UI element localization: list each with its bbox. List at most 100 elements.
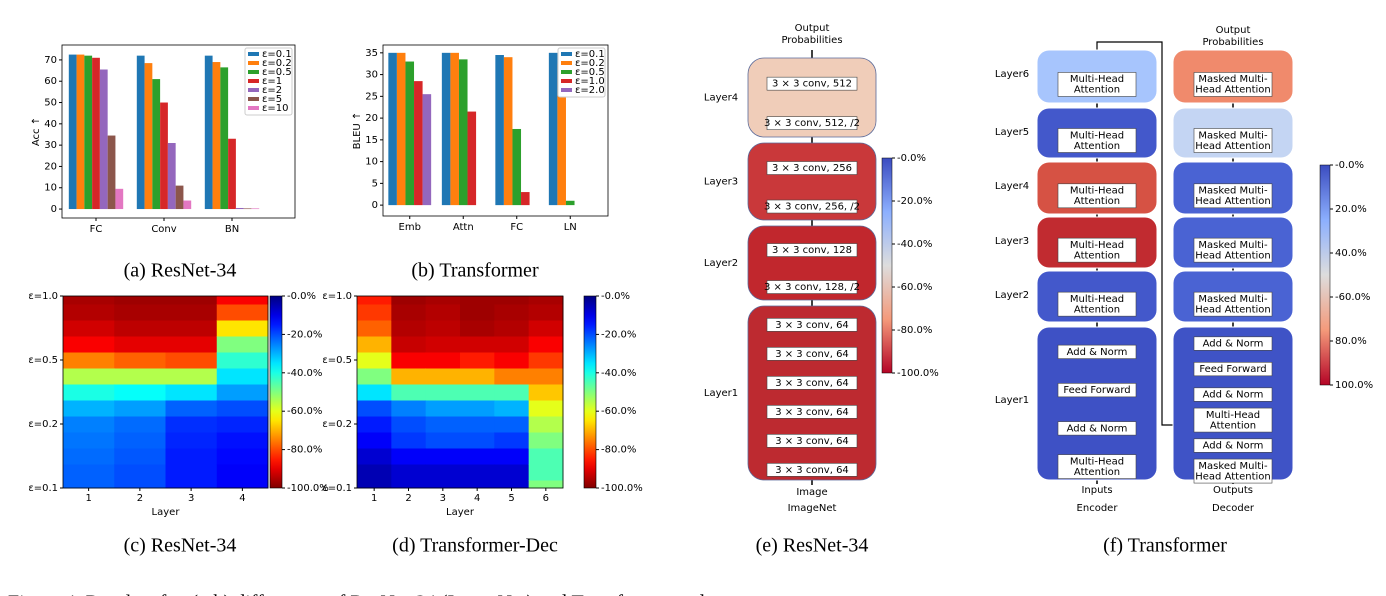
bar <box>220 67 229 210</box>
legend-label: ε=0.2 <box>575 58 605 69</box>
block <box>766 347 858 361</box>
heat-cell <box>460 304 495 321</box>
bar <box>521 192 530 206</box>
legend-label: ε=2.0 <box>575 85 605 96</box>
heat-cell <box>425 480 461 489</box>
heat-cell <box>528 416 564 433</box>
subfigure-caption: (e) ResNet-34 <box>756 535 869 557</box>
heat-cell <box>357 432 392 449</box>
bar <box>503 57 513 206</box>
colorbar <box>881 157 893 374</box>
bar <box>422 94 432 206</box>
heat-cell <box>528 320 564 337</box>
axes-frame <box>62 295 269 489</box>
block-label: Multi-Head <box>1070 456 1124 467</box>
heat-cell <box>357 336 392 353</box>
block-label: Add & Norm <box>1203 441 1264 452</box>
colorbar-label: -20.0% <box>897 196 932 207</box>
heat-cell <box>425 296 461 305</box>
y-tick-label: ε=0.1 <box>322 483 352 494</box>
block-label: 3 × 3 conv, 128, /2 <box>764 282 860 293</box>
bar <box>450 52 459 206</box>
block-label: 3 × 3 conv, 64 <box>775 465 849 476</box>
colorbar-label: -0.0% <box>601 291 630 302</box>
y-tick-label: ε=1.0 <box>28 291 58 302</box>
y-tick-label: 50 <box>44 98 57 109</box>
legend-label: ε=2 <box>262 85 282 96</box>
y-tick-label: ε=0.2 <box>322 419 352 430</box>
heat-cell <box>63 320 115 337</box>
layer-label: Layer5 <box>995 127 1029 138</box>
heat-cell <box>165 320 218 337</box>
heat-cell <box>460 448 495 465</box>
bar <box>212 62 221 210</box>
y-tick-label: 35 <box>365 48 378 59</box>
heat-cell <box>63 448 115 465</box>
x-tick-label: Attn <box>453 222 474 233</box>
block-label: Attention <box>1074 250 1120 261</box>
heat-cell <box>425 352 461 369</box>
heat-cell <box>425 464 461 481</box>
block <box>1193 72 1273 97</box>
subfigure-caption: (f) Transformer <box>1103 535 1227 557</box>
heat-cell <box>460 296 495 305</box>
block <box>766 243 858 257</box>
y-tick-label: 0 <box>372 200 378 211</box>
colorbar-label: -0.0% <box>1335 160 1364 171</box>
x-tick-label: LN <box>564 222 577 233</box>
heat-cell <box>165 400 218 417</box>
heat-cell <box>494 464 530 481</box>
heat-cell <box>114 416 166 433</box>
block-label: 3 × 3 conv, 64 <box>775 407 849 418</box>
block <box>1057 344 1137 359</box>
heat-cell <box>114 384 166 401</box>
heat-cell <box>425 304 461 321</box>
heat-cell <box>460 416 495 433</box>
heat-cell <box>528 304 564 321</box>
block <box>1193 128 1273 153</box>
heat-cell <box>63 352 115 369</box>
y-tick-label: 5 <box>372 178 378 189</box>
block <box>766 434 858 448</box>
heat-cell <box>165 336 218 353</box>
colorbar-label: -0.0% <box>287 291 316 302</box>
bar <box>405 61 415 206</box>
heat-cell <box>357 352 392 369</box>
x-tick-label: 3 <box>440 493 446 504</box>
heat-cell <box>165 384 218 401</box>
block <box>1057 291 1137 317</box>
heat-cell <box>165 368 218 385</box>
legend-swatch <box>248 106 259 110</box>
layer-block <box>1036 326 1158 481</box>
output-label: Probabilities <box>1202 37 1263 48</box>
y-tick-label: ε=1.0 <box>322 291 352 302</box>
x-tick-label: FC <box>510 222 523 233</box>
colorbar-label: 40.0% <box>1335 248 1367 259</box>
block <box>1193 438 1273 453</box>
heat-cell <box>391 480 427 489</box>
bar <box>175 185 184 210</box>
block-label: Head Attention <box>1195 85 1270 96</box>
heat-cell <box>165 448 218 465</box>
heat-cell <box>357 296 392 305</box>
x-tick-label: BN <box>225 224 239 235</box>
colorbar-label: -100.0% <box>897 368 939 379</box>
colorbar-label: -60.0% <box>1335 292 1370 303</box>
heat-cell <box>165 464 218 481</box>
output-label: Output <box>795 23 830 34</box>
bar <box>251 208 260 210</box>
y-tick-label: 30 <box>365 70 378 81</box>
heat-cell <box>216 336 269 353</box>
block <box>1193 183 1273 209</box>
block-label: Masked Multi- <box>1198 461 1268 472</box>
heat-cell <box>216 416 269 433</box>
legend-label: ε=10 <box>262 103 289 114</box>
bar <box>107 135 116 210</box>
heat-cell <box>528 432 564 449</box>
block-label: Add & Norm <box>1203 390 1264 401</box>
bar <box>144 63 153 210</box>
legend-label: ε=5 <box>262 94 282 105</box>
heat-cell <box>528 448 564 465</box>
heat-cell <box>216 352 269 369</box>
heat-cell <box>63 416 115 433</box>
